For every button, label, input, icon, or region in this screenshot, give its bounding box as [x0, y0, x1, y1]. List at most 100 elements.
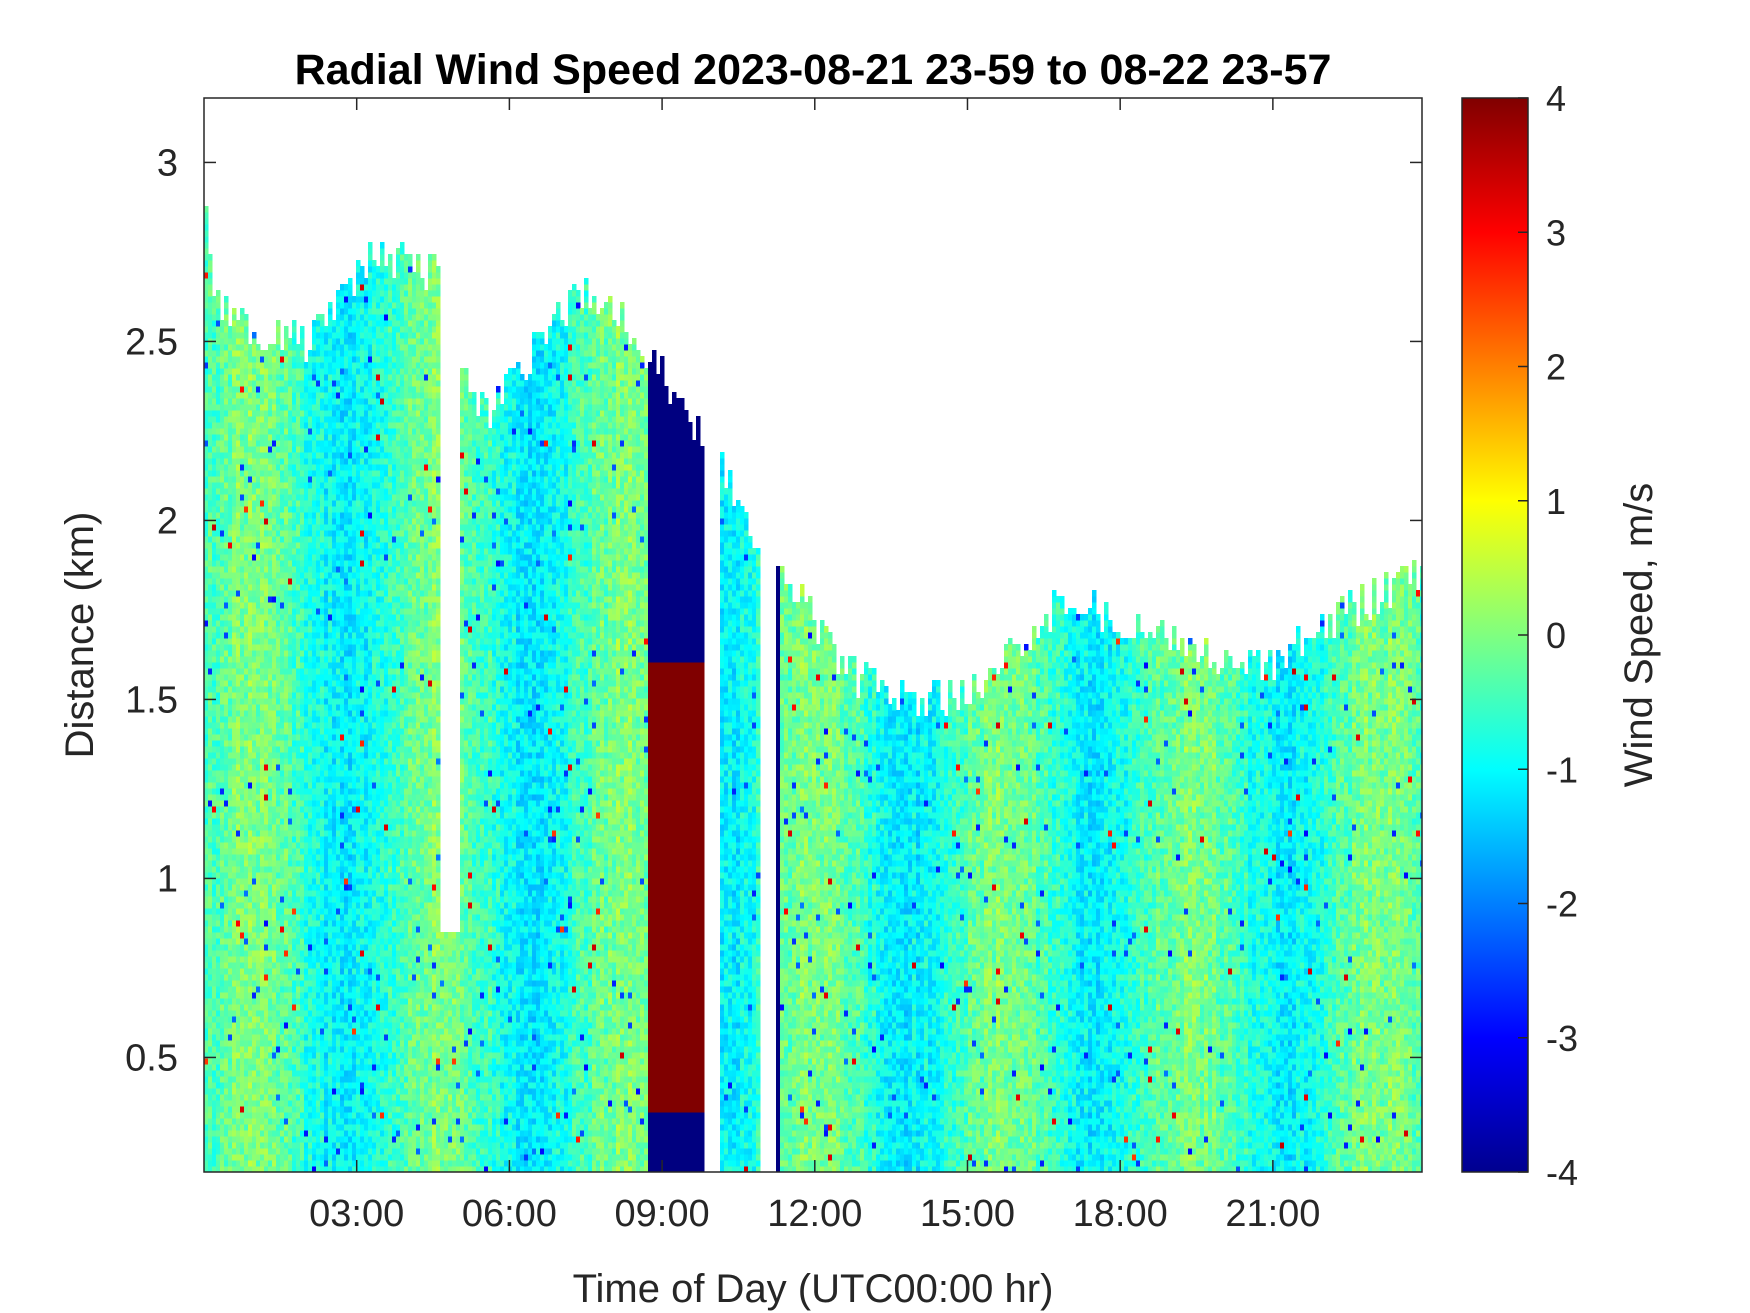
heatmap-cell — [244, 1130, 249, 1137]
heatmap-cell — [236, 644, 241, 651]
heatmap-cell — [240, 830, 245, 837]
heatmap-cell — [304, 380, 309, 387]
heatmap-cell — [264, 650, 269, 657]
heatmap-cell — [208, 710, 213, 717]
heatmap-cell — [284, 1094, 289, 1101]
heatmap-cell — [236, 1040, 241, 1047]
heatmap-cell — [212, 308, 217, 315]
heatmap-cell — [224, 938, 229, 945]
heatmap-cell — [212, 680, 217, 687]
heatmap-cell — [208, 416, 213, 423]
heatmap-cell — [228, 920, 233, 927]
heatmap-cell — [296, 722, 301, 729]
heatmap-cell — [280, 680, 285, 687]
heatmap-cell — [296, 428, 301, 435]
heatmap-cell — [212, 956, 217, 963]
heatmap-cell — [224, 830, 229, 837]
heatmap-cell — [252, 962, 257, 969]
heatmap-cell — [244, 524, 249, 531]
heatmap-cell — [208, 1034, 213, 1041]
heatmap-cell — [264, 530, 269, 537]
heatmap-cell — [276, 950, 281, 957]
heatmap-cell — [292, 860, 297, 867]
heatmap-cell — [304, 878, 309, 885]
heatmap-cell — [300, 650, 305, 657]
heatmap-cell — [224, 698, 229, 705]
heatmap-cell — [216, 1130, 221, 1137]
heatmap-cell — [220, 614, 225, 621]
heatmap-cell — [224, 1040, 229, 1047]
heatmap-cell — [236, 878, 241, 885]
heatmap-cell — [216, 434, 221, 441]
heatmap-cell — [300, 1022, 305, 1029]
heatmap-cell — [224, 356, 229, 363]
heatmap-cell — [260, 698, 265, 705]
heatmap-cell — [300, 434, 305, 441]
heatmap-cell — [284, 1076, 289, 1083]
heatmap-cell — [224, 560, 229, 567]
heatmap-cell — [240, 1058, 245, 1065]
heatmap-cell — [216, 650, 221, 657]
heatmap-cell — [208, 926, 213, 933]
heatmap-cell — [240, 608, 245, 615]
heatmap-cell — [288, 1082, 293, 1089]
heatmap-cell — [304, 470, 309, 477]
heatmap-cell — [284, 734, 289, 741]
heatmap-cell — [244, 722, 249, 729]
heatmap-cell — [300, 722, 305, 729]
heatmap-cell — [208, 548, 213, 555]
heatmap-cell — [244, 620, 249, 627]
heatmap-cell — [276, 572, 281, 579]
heatmap-cell — [244, 770, 249, 777]
heatmap-cell — [240, 716, 245, 723]
heatmap-cell — [260, 908, 265, 915]
heatmap-cell — [264, 404, 269, 411]
heatmap-cell — [216, 566, 221, 573]
heatmap-cell — [244, 734, 249, 741]
heatmap-cell — [292, 374, 297, 381]
heatmap-cell — [208, 530, 213, 537]
heatmap-cell — [292, 812, 297, 819]
heatmap-cell — [208, 842, 213, 849]
heatmap-cell — [208, 332, 213, 339]
heatmap-cell — [292, 1112, 297, 1119]
heatmap-cell — [240, 656, 245, 663]
heatmap-cell — [216, 602, 221, 609]
heatmap-cell — [252, 1100, 257, 1107]
heatmap-cell — [248, 482, 253, 489]
heatmap-cell — [264, 1154, 269, 1161]
heatmap-cell — [308, 434, 313, 441]
heatmap-cell — [264, 572, 269, 579]
heatmap-cell — [240, 506, 245, 513]
heatmap-cell — [240, 362, 245, 369]
heatmap-cell — [260, 1064, 265, 1071]
heatmap-cell — [256, 692, 261, 699]
heatmap-cell — [224, 884, 229, 891]
heatmap-cell — [276, 584, 281, 591]
heatmap-cell — [288, 1058, 293, 1065]
heatmap-cell — [240, 788, 245, 795]
heatmap-cell — [252, 716, 257, 723]
heatmap-cell — [280, 1064, 285, 1071]
heatmap-cell — [244, 944, 249, 951]
heatmap-cell — [272, 626, 277, 633]
heatmap-cell — [260, 386, 265, 393]
heatmap-cell — [220, 1100, 225, 1107]
heatmap-cell — [232, 614, 237, 621]
heatmap-cell — [276, 1148, 281, 1155]
heatmap-cell — [236, 1028, 241, 1035]
heatmap-cell — [280, 932, 285, 939]
heatmap-cell — [300, 1028, 305, 1035]
heatmap-cell — [300, 332, 305, 339]
heatmap-cell — [208, 590, 213, 597]
heatmap-cell — [272, 758, 277, 765]
heatmap-cell — [208, 1118, 213, 1125]
heatmap-cell — [208, 308, 213, 315]
heatmap-cell — [292, 398, 297, 405]
heatmap-cell — [248, 524, 253, 531]
heatmap-cell — [284, 650, 289, 657]
heatmap-cell — [284, 860, 289, 867]
heatmap-cell — [236, 866, 241, 873]
heatmap-cell — [228, 746, 233, 753]
heatmap-cell — [308, 620, 313, 627]
